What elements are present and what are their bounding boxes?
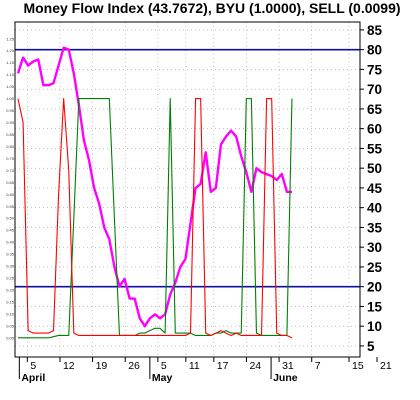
left-tick-label: 1.05 — [6, 84, 15, 89]
series-line — [16, 46, 292, 328]
right-tick-label: 50 — [367, 161, 382, 176]
right-tick-label: 65 — [367, 102, 383, 117]
right-axis: 5 10 15 20 25 30 35 40 45 50 55 60 65 70 75 80 85 — [360, 23, 383, 354]
right-tick-label: 75 — [367, 62, 383, 77]
left-tick-label: 0.20 — [6, 288, 15, 293]
date-tick-label: 7 — [315, 360, 321, 372]
series-line — [17, 98, 293, 339]
series-lines — [16, 46, 293, 339]
right-tick-label: 85 — [367, 23, 383, 38]
right-tick-label: 15 — [367, 299, 383, 314]
date-tick-label: 31 — [282, 360, 294, 372]
date-tick-label: 19 — [96, 360, 108, 372]
left-tick-label: 1.10 — [6, 72, 15, 77]
left-tick-label: 0.60 — [6, 192, 15, 197]
month-label: May — [152, 372, 173, 384]
left-tick-label: 0.85 — [6, 132, 15, 137]
month-label: April — [21, 372, 45, 384]
right-tick-label: 35 — [367, 220, 383, 235]
left-tick-label: 1.15 — [6, 60, 15, 65]
right-tick-label: 5 — [367, 339, 375, 354]
month-label: June — [273, 372, 298, 384]
left-tick-label: 0.70 — [6, 168, 15, 173]
plot-frame — [14, 21, 361, 358]
right-tick-label: 25 — [367, 260, 383, 275]
left-tick-label: 0.95 — [6, 108, 15, 113]
left-tick-label: 1.20 — [6, 48, 15, 53]
left-tick-label: 0.25 — [6, 276, 15, 281]
right-tick-label: 20 — [367, 280, 382, 295]
left-tick-label: 0.30 — [6, 264, 15, 269]
left-tick-label: 0.10 — [6, 311, 15, 316]
right-tick-label: 45 — [367, 181, 383, 196]
right-tick-label: 55 — [367, 141, 383, 156]
date-tick-label: 5 — [30, 360, 36, 372]
right-tick-label: 70 — [367, 82, 382, 97]
right-tick-label: 10 — [367, 319, 382, 334]
date-tick-label: 12 — [63, 360, 75, 372]
right-tick-label: 30 — [367, 240, 382, 255]
date-tick-label: 11 — [189, 360, 200, 372]
left-tick-label: 0.65 — [6, 180, 15, 185]
left-tick-label: 0.15 — [6, 299, 15, 304]
chart-title: Money Flow Index (43.7672), BYU (1.0000)… — [23, 0, 400, 16]
left-tick-label: 1.25 — [6, 36, 15, 41]
right-tick-label: 60 — [367, 122, 382, 137]
left-tick-label: 0.45 — [6, 228, 15, 233]
left-axis: 0.00 0.05 0.10 0.15 0.20 0.25 0.30 0.35 0.40 0.45… — [6, 36, 15, 340]
date-tick-label: 5 — [161, 360, 167, 372]
left-tick-label: 0.00 — [6, 335, 15, 340]
left-tick-label: 0.90 — [6, 120, 15, 125]
date-tick-label: 21 — [380, 360, 392, 372]
left-tick-label: 0.75 — [6, 156, 15, 161]
bottom-axis: 5 12 19 26 5 11 17 24 31 7 15 21 April May June — [18, 357, 392, 384]
left-tick-label: 0.40 — [6, 240, 15, 245]
date-tick-label: 15 — [352, 360, 364, 372]
left-tick-label: 0.55 — [6, 204, 15, 209]
left-tick-label: 1.00 — [6, 96, 15, 101]
series-line — [18, 98, 293, 339]
right-tick-label: 40 — [367, 201, 382, 216]
grid-lines — [15, 22, 360, 357]
date-tick-label: 24 — [249, 360, 261, 372]
left-tick-label: 0.05 — [6, 323, 15, 328]
left-tick-label: 0.35 — [6, 252, 15, 257]
date-tick-label: 26 — [128, 360, 140, 372]
left-tick-label: 0.80 — [6, 144, 15, 149]
date-tick-label: 17 — [217, 360, 229, 372]
right-tick-label: 80 — [367, 43, 382, 58]
left-tick-label: 0.50 — [6, 216, 15, 221]
